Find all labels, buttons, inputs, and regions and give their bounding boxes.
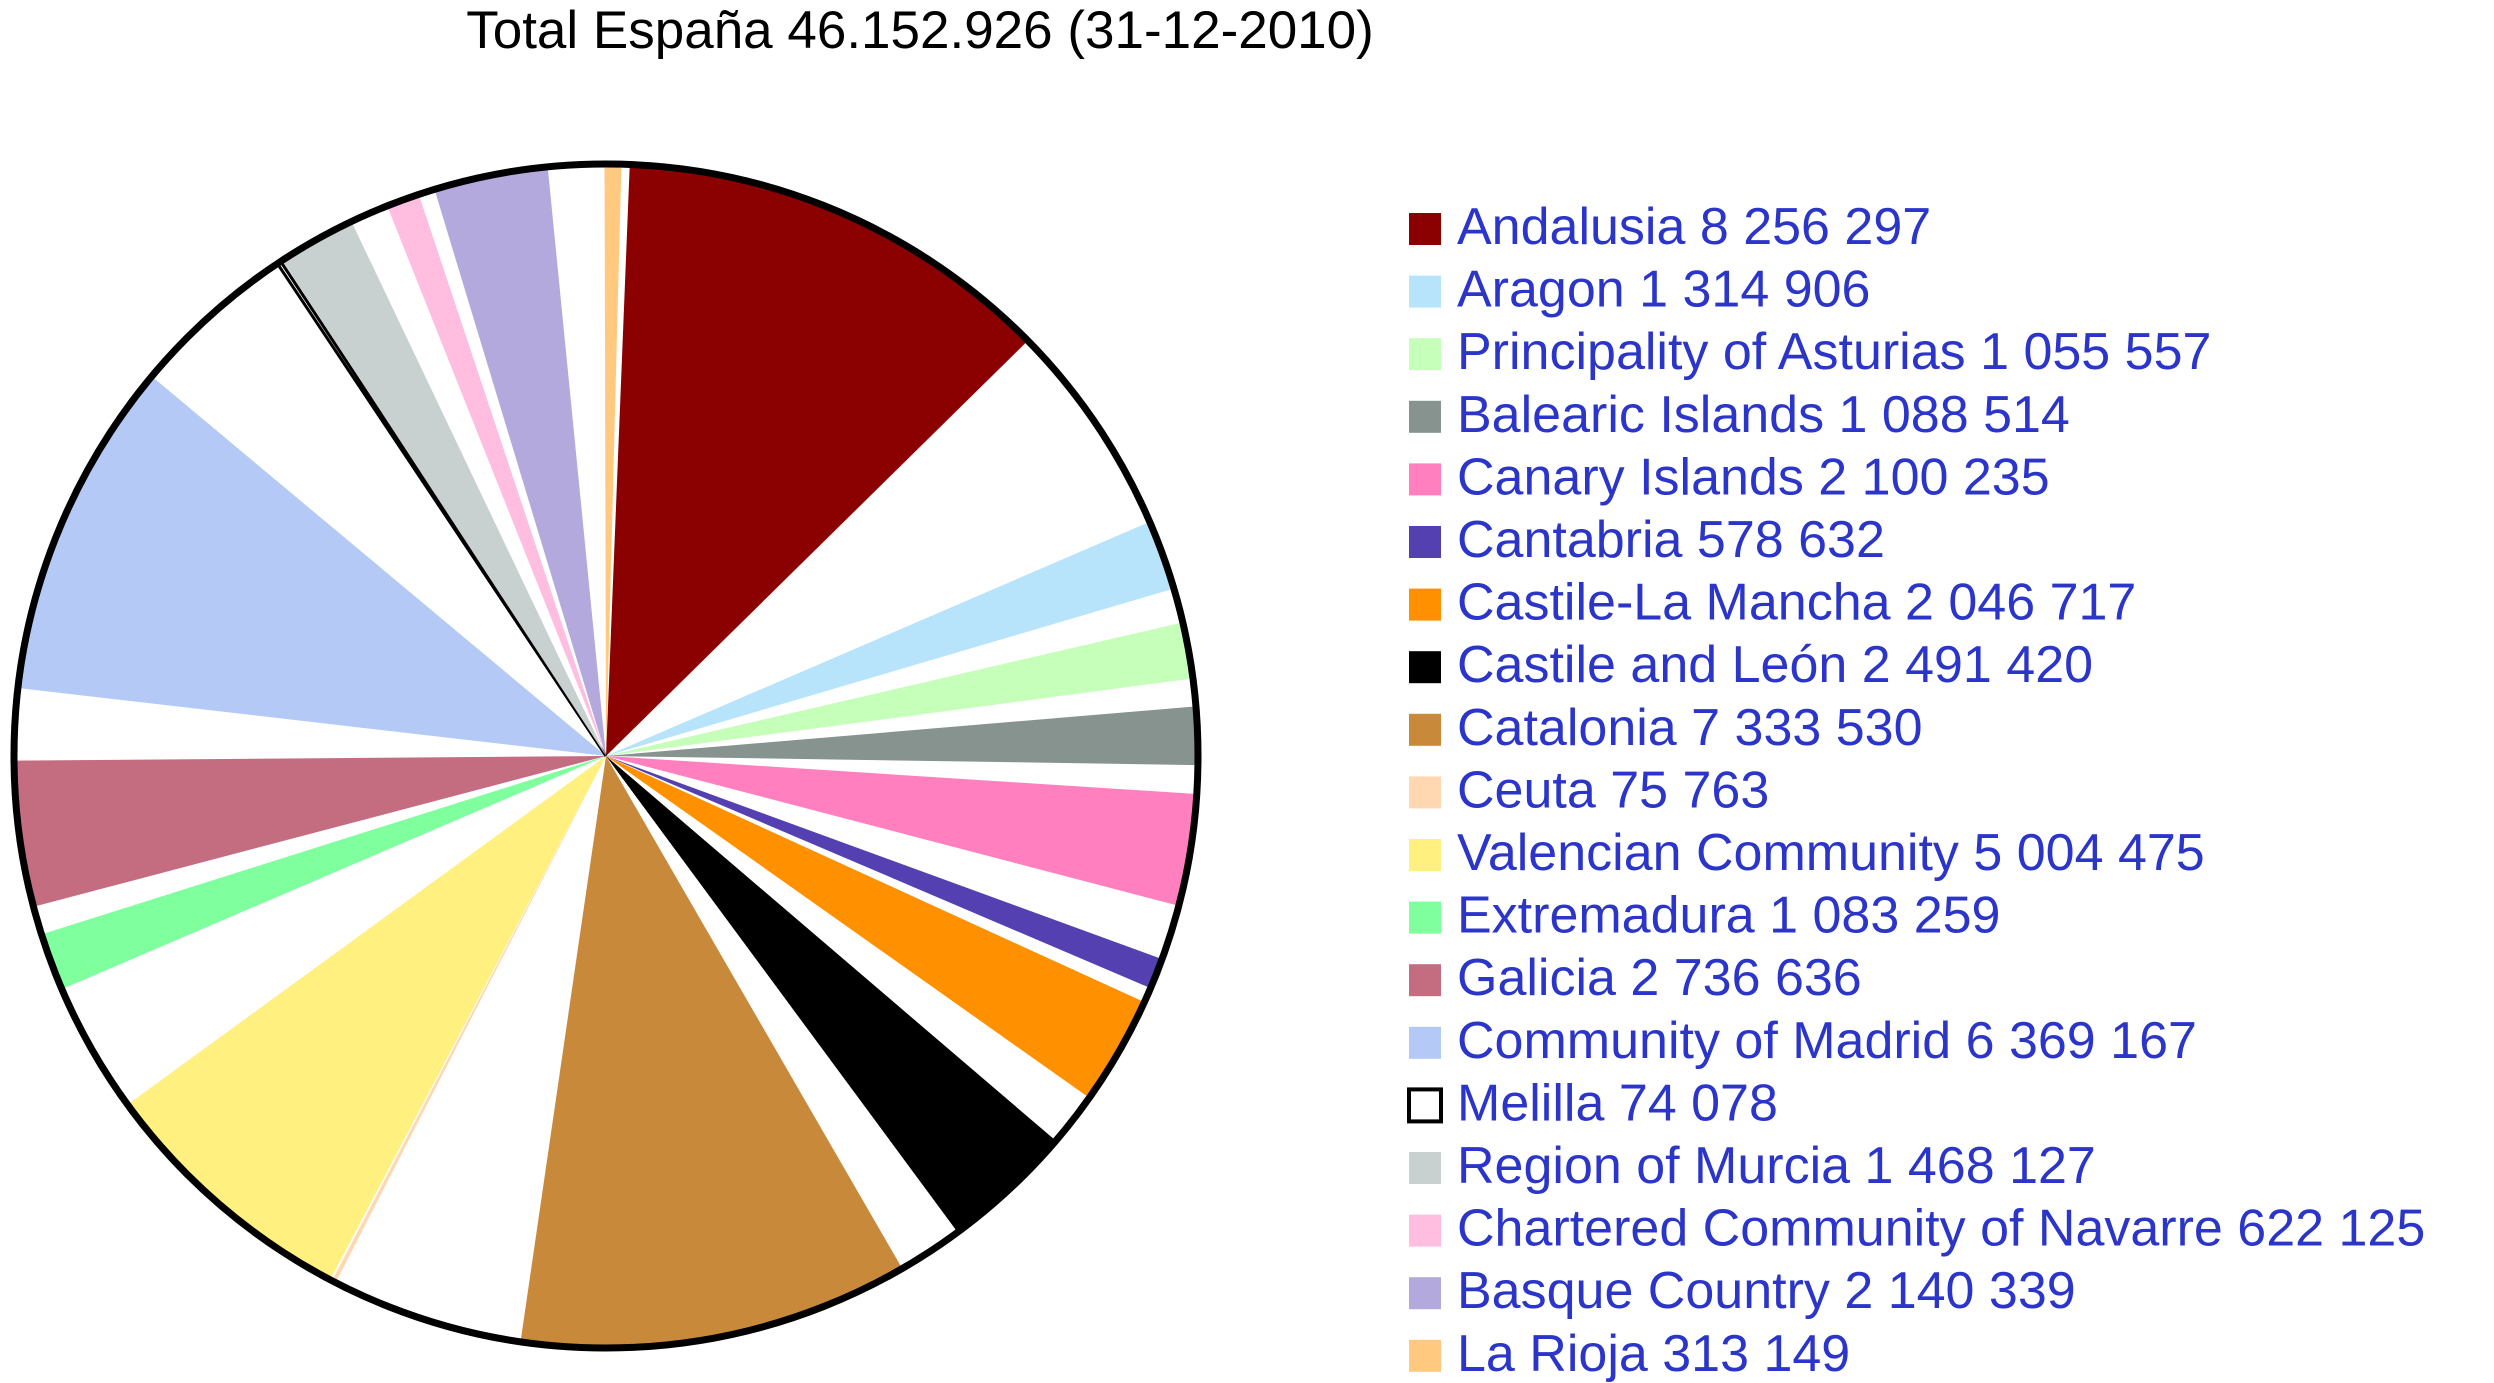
legend-swatch-2 (1409, 275, 1441, 308)
legend-swatch-9 (1409, 713, 1441, 746)
legend-swatch-12 (1409, 901, 1441, 934)
legend-swatch-6 (1409, 526, 1441, 558)
pie-slice-11 (127, 756, 606, 1280)
pie-slice-14 (17, 376, 607, 756)
legend-swatch-10 (1409, 776, 1441, 809)
pie-slice-13 (14, 756, 606, 907)
legend-label-3: Principality of Asturias 1 055 557 (1457, 323, 2211, 381)
pie-slice-12 (41, 756, 606, 990)
pie-outline (10, 160, 1202, 1352)
pie-slice-17 (387, 194, 606, 756)
legend-label-9: Catalonia 7 333 530 (1457, 699, 1923, 757)
legend-swatch-11 (1409, 839, 1441, 871)
pie-slice-10 (331, 756, 606, 1283)
legend-swatch-8 (1409, 651, 1441, 684)
legend-swatch-16 (1409, 1152, 1441, 1184)
pie-slice-6 (606, 756, 1163, 989)
legend-swatch-1 (1409, 213, 1441, 245)
legend-swatch-19 (1409, 1339, 1441, 1372)
pie-slice-7 (606, 756, 1145, 1098)
legend-swatch-17 (1409, 1214, 1441, 1247)
legend-label-13: Galicia 2 736 636 (1457, 949, 1862, 1007)
legend-swatch-14 (1409, 1026, 1441, 1059)
legend-label-16: Region of Murcia 1 468 127 (1457, 1137, 2096, 1195)
legend-swatch-4 (1409, 400, 1441, 433)
legend-label-11: Valencian Community 5 004 475 (1457, 824, 2205, 882)
pie-slice-5 (606, 756, 1197, 906)
legend-label-7: Castile-La Mancha 2 046 717 (1457, 574, 2136, 632)
legend-swatch-7 (1409, 588, 1441, 621)
legend-label-14: Community of Madrid 6 369 167 (1457, 1012, 2197, 1070)
legend-label-5: Canary Islands 2 100 235 (1457, 448, 2050, 506)
legend-label-2: Aragon 1 314 906 (1457, 261, 1870, 319)
legend-label-12: Extremadura 1 083 259 (1457, 887, 2000, 945)
legend-swatch-13 (1409, 964, 1441, 997)
legend-swatch-5 (1409, 463, 1441, 496)
pie-slice-18 (434, 166, 606, 756)
legend-label-19: La Rioja 313 149 (1457, 1325, 1850, 1383)
pie-slice-8 (606, 756, 1056, 1233)
legend-label-18: Basque Country 2 140 339 (1457, 1262, 2076, 1320)
legend-swatch-15 (1407, 1087, 1443, 1124)
legend-label-10: Ceuta 75 763 (1457, 761, 1769, 819)
legend-label-6: Cantabria 578 632 (1457, 511, 1885, 569)
pie-slices (14, 163, 1199, 1349)
legend-label-1: Andalusia 8 256 297 (1457, 198, 1931, 256)
legend-label-4: Balearic Islands 1 088 514 (1457, 386, 2070, 444)
legend-swatch-3 (1409, 338, 1441, 371)
legend-label-15: Melilla 74 078 (1457, 1074, 1778, 1132)
legend-label-8: Castile and León 2 491 420 (1457, 636, 2093, 694)
pie-slice-19 (604, 163, 622, 756)
pie-slice-4 (606, 706, 1199, 766)
legend-label-17: Chartered Community of Navarre 622 125 (1457, 1200, 2425, 1258)
pie-slice-16 (282, 221, 606, 756)
legend-swatch-18 (1409, 1277, 1441, 1310)
chart-title: Total España 46.152.926 (31-12-2010) (466, 1, 1374, 60)
pie-slice-3 (606, 622, 1193, 756)
pie-slice-9 (520, 756, 903, 1349)
pie-slice-2 (606, 521, 1174, 756)
pie-slice-1 (606, 164, 1028, 757)
